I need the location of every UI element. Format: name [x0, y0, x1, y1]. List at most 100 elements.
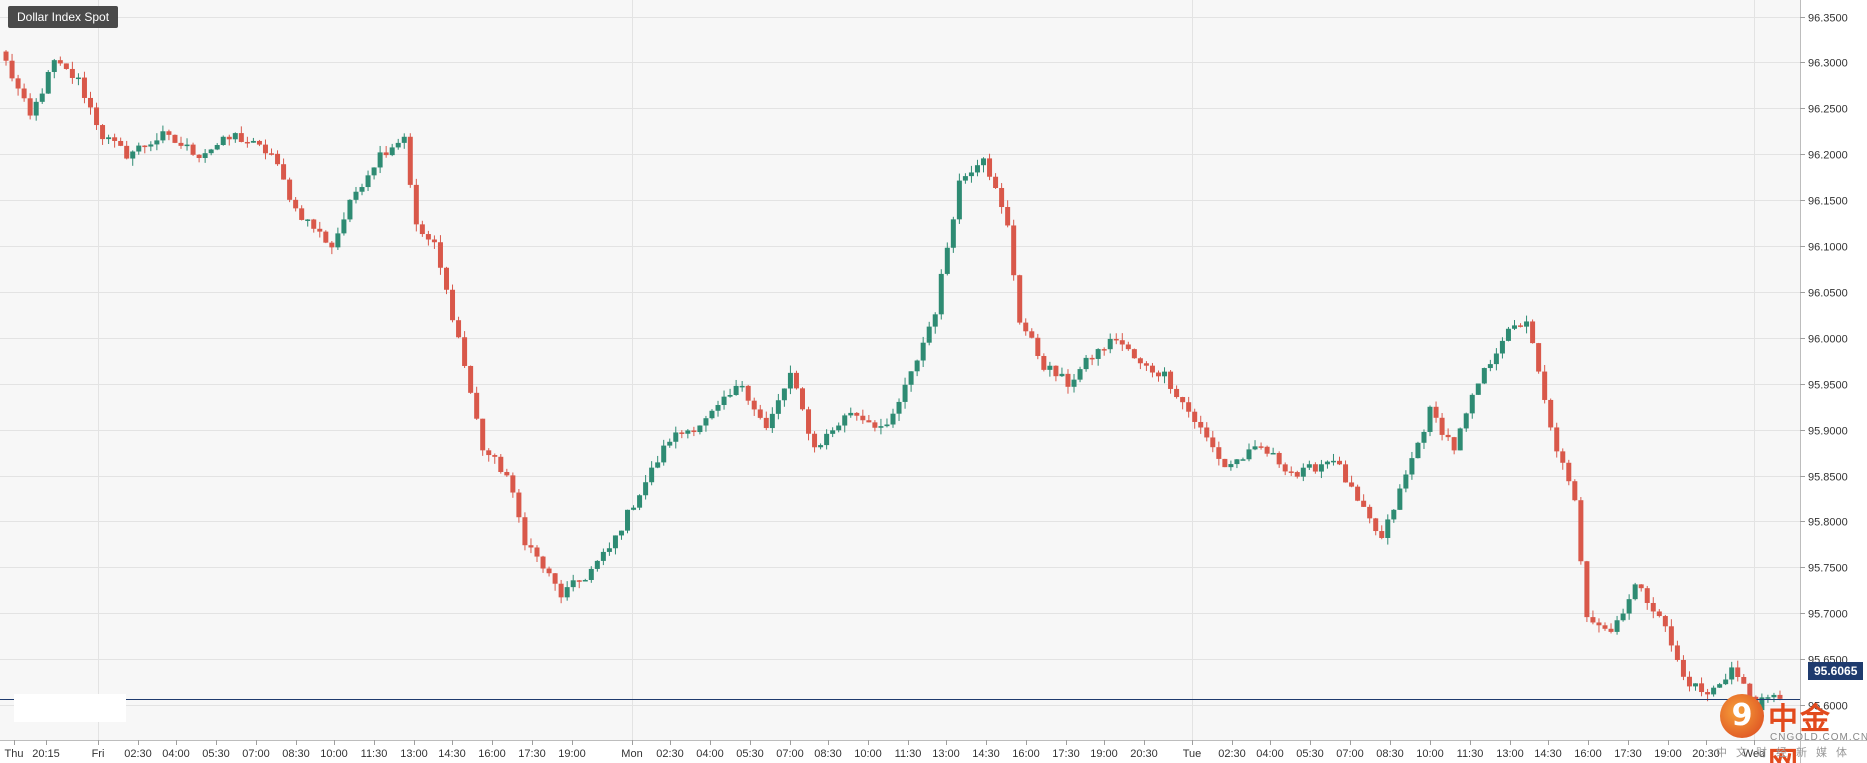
candle-body: [1306, 464, 1312, 468]
candle-body: [625, 509, 631, 531]
candle-body: [781, 388, 787, 401]
candle-body: [1759, 697, 1765, 711]
candle-body: [830, 430, 836, 434]
x-tick-label: Wed: [1743, 748, 1765, 760]
candle-body: [154, 140, 160, 145]
watermark-logo: 9 中金网 CNGOLD.COM.CN 中文财经新媒体: [1712, 690, 1867, 763]
candle-body: [1011, 225, 1017, 276]
candle-body: [1294, 472, 1300, 477]
candle-body: [1578, 500, 1584, 562]
x-tick-label: 14:30: [1534, 748, 1562, 760]
candle-body: [950, 219, 956, 248]
candle-body: [9, 60, 15, 79]
candle-body: [1240, 459, 1246, 461]
candle-body: [1433, 406, 1439, 418]
candle-body: [244, 141, 250, 144]
candle-body: [1668, 626, 1674, 646]
y-tick-label: 95.7500: [1808, 563, 1848, 575]
candle-body: [673, 432, 679, 442]
candle-body: [806, 409, 812, 434]
candle-body: [637, 495, 643, 508]
candle-body: [1481, 368, 1487, 384]
plot-area: [0, 0, 1800, 740]
candle-body: [1614, 620, 1620, 632]
candle-body: [1403, 474, 1409, 489]
candle-body: [993, 176, 999, 188]
candle-body: [1180, 397, 1186, 403]
candle-body: [329, 242, 335, 248]
candle-body: [1530, 321, 1536, 344]
y-tick-label: 96.2500: [1808, 104, 1848, 116]
candle-body: [1095, 349, 1101, 359]
candle-body: [1234, 459, 1240, 465]
candle-body: [854, 412, 860, 416]
x-tick-label: 10:00: [1416, 748, 1444, 760]
candle-body: [112, 137, 118, 141]
candle-body: [1349, 482, 1355, 487]
candle-body: [812, 433, 818, 448]
candle-body: [1186, 402, 1192, 412]
candle-body: [474, 392, 480, 419]
candle-body: [1282, 464, 1288, 472]
candle-body: [836, 425, 842, 431]
candle-body: [600, 551, 606, 561]
x-tick-label: 14:30: [438, 748, 466, 760]
x-tick-label: 08:30: [1376, 748, 1404, 760]
candle-body: [842, 415, 848, 426]
candle-body: [492, 455, 498, 457]
candle-body: [27, 98, 33, 116]
candle-body: [371, 167, 377, 176]
candle-body: [1536, 343, 1542, 372]
candle-body: [1083, 357, 1089, 370]
candle-body: [1717, 684, 1723, 688]
x-tick-label: 17:30: [518, 748, 546, 760]
candle-body: [528, 545, 534, 548]
candle-body: [456, 320, 462, 338]
candle-body: [872, 422, 878, 428]
candle-body: [480, 418, 486, 451]
x-tick-label: 04:00: [696, 748, 724, 760]
x-tick-label: 16:00: [1574, 748, 1602, 760]
candle-body: [1572, 481, 1578, 501]
y-tick-label: 96.0500: [1808, 288, 1848, 300]
candle-body: [1343, 464, 1349, 483]
logo-swirl-icon: 9: [1731, 698, 1753, 733]
candle-body: [1747, 683, 1753, 697]
candle-body: [715, 405, 721, 411]
candle-body: [419, 224, 425, 235]
logo-circle-icon: [1720, 694, 1764, 738]
candle-body: [299, 208, 305, 220]
candle-body: [335, 233, 341, 248]
candle-body: [317, 228, 323, 232]
candle-body: [250, 140, 256, 143]
candle-body: [1071, 379, 1077, 387]
y-tick-label: 95.6000: [1808, 701, 1848, 713]
candle-body: [631, 507, 637, 510]
candle-body: [57, 60, 63, 64]
candle-body: [1705, 692, 1711, 695]
candle-body: [1385, 519, 1391, 538]
candles: [3, 50, 1783, 714]
candle-body: [1693, 683, 1699, 687]
candle-body: [655, 462, 661, 468]
candle-body: [1155, 372, 1161, 377]
candle-body: [395, 142, 401, 148]
candle-body: [824, 433, 830, 446]
y-axis: 96.3500 96.3000 96.2500 96.2000 96.1500 96.10…: [1800, 13, 1848, 713]
candle-body: [1131, 349, 1137, 359]
y-tick-label: 96.2000: [1808, 150, 1848, 162]
candle-body: [1246, 449, 1252, 460]
x-tick-label: 17:30: [1052, 748, 1080, 760]
candle-body: [347, 199, 353, 220]
candle-body: [1300, 467, 1306, 477]
grid-lines: [0, 0, 1800, 740]
x-tick-label: 20:30: [1692, 748, 1720, 760]
candle-body: [1059, 373, 1065, 377]
candle-body: [1686, 676, 1692, 687]
x-tick-label: 04:00: [162, 748, 190, 760]
candle-body: [365, 175, 371, 188]
candle-body: [944, 247, 950, 274]
x-tick-label: 11:30: [361, 748, 388, 760]
